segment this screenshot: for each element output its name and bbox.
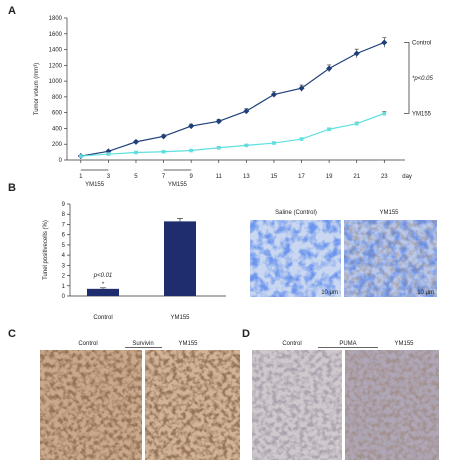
x-tick-label: 19 [326,174,333,180]
micrograph-d-control [252,350,342,460]
data-point [326,65,333,72]
significance-label: *p<0.05 [412,76,434,82]
x-tick-label: 7 [162,174,166,180]
panel-c-label-control: Control [78,341,97,347]
x-tick-label: 1 [79,174,83,180]
series-line-control [80,41,385,157]
x-category-label: Control [93,315,112,321]
y-tick-label: 9 [62,202,66,208]
data-point [299,137,304,141]
treatment-label: YM155 [85,182,105,188]
x-tick-label: 17 [298,174,305,180]
data-point [270,91,277,98]
y-tick-label: 0 [62,294,66,300]
data-point [243,108,250,115]
y-tick-label: 1 [62,284,66,290]
x-tick-label: 15 [271,174,278,180]
data-point [160,133,167,140]
y-tick-label: 800 [52,95,63,101]
x-tick-label: 3 [107,174,111,180]
treatment-label: YM155 [168,182,188,188]
y-tick-label: 8 [62,212,66,218]
x-tick-label: 9 [189,174,193,180]
y-tick-label: 600 [52,111,63,117]
x-tick-label: 11 [216,174,223,180]
x-tick-label: 21 [353,174,360,180]
y-tick-label: 6 [62,233,66,239]
y-tick-label: 1200 [49,63,63,69]
series-line-ym155 [80,112,385,157]
significance-star: * [102,282,105,288]
panel-letter-b: B [8,182,16,194]
data-point [272,141,276,145]
y-tick-label: 4 [62,253,66,259]
data-point [327,127,331,132]
x-unit-label: day [402,174,412,180]
data-point [215,118,222,125]
series-label-control: Control [412,40,431,46]
panel-d-label-control: Control [282,341,301,347]
panel-letter-d: D [242,328,250,340]
scale-bar-label-2: 10 μm [417,290,434,296]
panel-c-label-survivin: Survivin [132,341,153,347]
y-tick-label: 7 [62,222,66,228]
x-tick-label: 13 [243,174,250,180]
data-point [132,138,139,145]
series-label-ym155: YM155 [412,111,432,117]
data-point [353,50,360,57]
y-tick-label: 1600 [49,32,63,38]
scale-bar-label-1: 10 μm [321,290,338,296]
micrograph-b-control [250,220,341,297]
x-category-label: YM155 [170,315,190,321]
data-point [244,143,249,148]
data-point [298,85,305,92]
panel-letter-c: C [8,328,16,340]
data-point [161,149,166,154]
bar-ym155 [164,221,196,296]
y-axis-title: Tunel positivecells (%) [43,220,49,280]
significance-label: p<0.01 [93,273,113,279]
panel-c-label-ym155: YM155 [178,341,198,347]
y-tick-label: 5 [62,243,66,249]
data-point [134,150,138,155]
data-point [78,154,83,158]
tunel-bar-chart: 0 1 2 3 4 5 6 7 8 9 Tunel positivecells (%) Control… [43,202,226,321]
y-tick-label: 2 [62,274,66,280]
y-tick-label: 1000 [49,79,63,85]
y-tick-label: 400 [52,126,63,132]
x-tick-label: 5 [134,174,138,180]
micrograph-b-title-control: Saline (Control) [275,210,317,216]
micrograph-c-ym155 [145,350,240,460]
significance-bracket [404,42,410,114]
panel-d-label-puma: PUMA [339,341,356,347]
data-point [106,152,111,156]
micrograph-b-title-ym155: YM155 [379,210,399,216]
data-point [381,39,388,46]
y-tick-label: 200 [52,142,63,148]
y-tick-label: 0 [59,158,63,164]
micrograph-b-ym155 [344,220,437,297]
x-tick-label: 23 [381,174,388,180]
data-point [354,121,359,126]
data-point [188,123,195,130]
panel-d-label-ym155: YM155 [394,341,414,347]
data-point [189,148,193,153]
panel-letter-a: A [8,5,16,17]
micrograph-c-control [40,350,142,460]
micrograph-d-ym155 [345,350,439,460]
y-axis-title: Tumor volum (mm³) [34,63,40,115]
data-point [382,111,387,116]
y-tick-label: 1800 [49,16,63,22]
y-tick-label: 1400 [49,48,63,54]
bar-control [87,288,119,296]
data-point [216,145,221,150]
y-tick-label: 3 [62,263,66,269]
